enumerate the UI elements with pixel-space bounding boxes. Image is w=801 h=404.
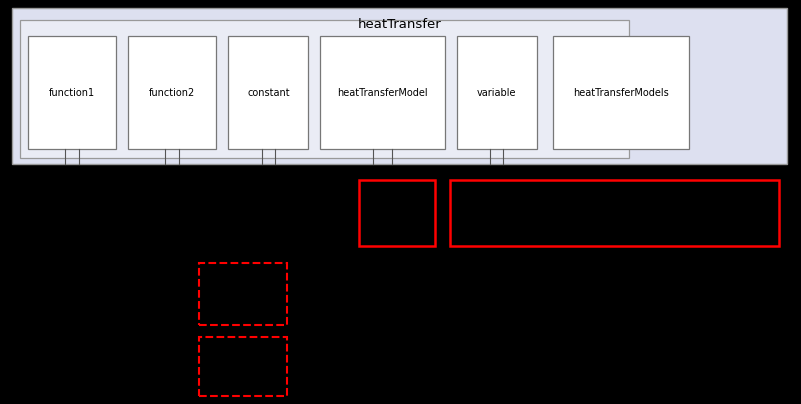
Text: variable: variable xyxy=(477,88,517,98)
Bar xyxy=(320,36,445,149)
Bar xyxy=(359,180,435,246)
Text: heatTransferModels: heatTransferModels xyxy=(573,88,669,98)
Text: heatTransfer: heatTransfer xyxy=(358,18,441,31)
Bar xyxy=(457,36,537,149)
Text: heatTransferModel: heatTransferModel xyxy=(337,88,428,98)
Text: function2: function2 xyxy=(149,88,195,98)
Bar xyxy=(553,36,689,149)
Text: constant: constant xyxy=(247,88,290,98)
Bar xyxy=(128,36,216,149)
Bar xyxy=(199,337,287,396)
Bar xyxy=(450,180,779,246)
Bar xyxy=(20,20,629,158)
Bar xyxy=(199,263,287,325)
Bar xyxy=(12,8,787,164)
Bar xyxy=(228,36,308,149)
Text: function1: function1 xyxy=(49,88,95,98)
Bar xyxy=(28,36,116,149)
